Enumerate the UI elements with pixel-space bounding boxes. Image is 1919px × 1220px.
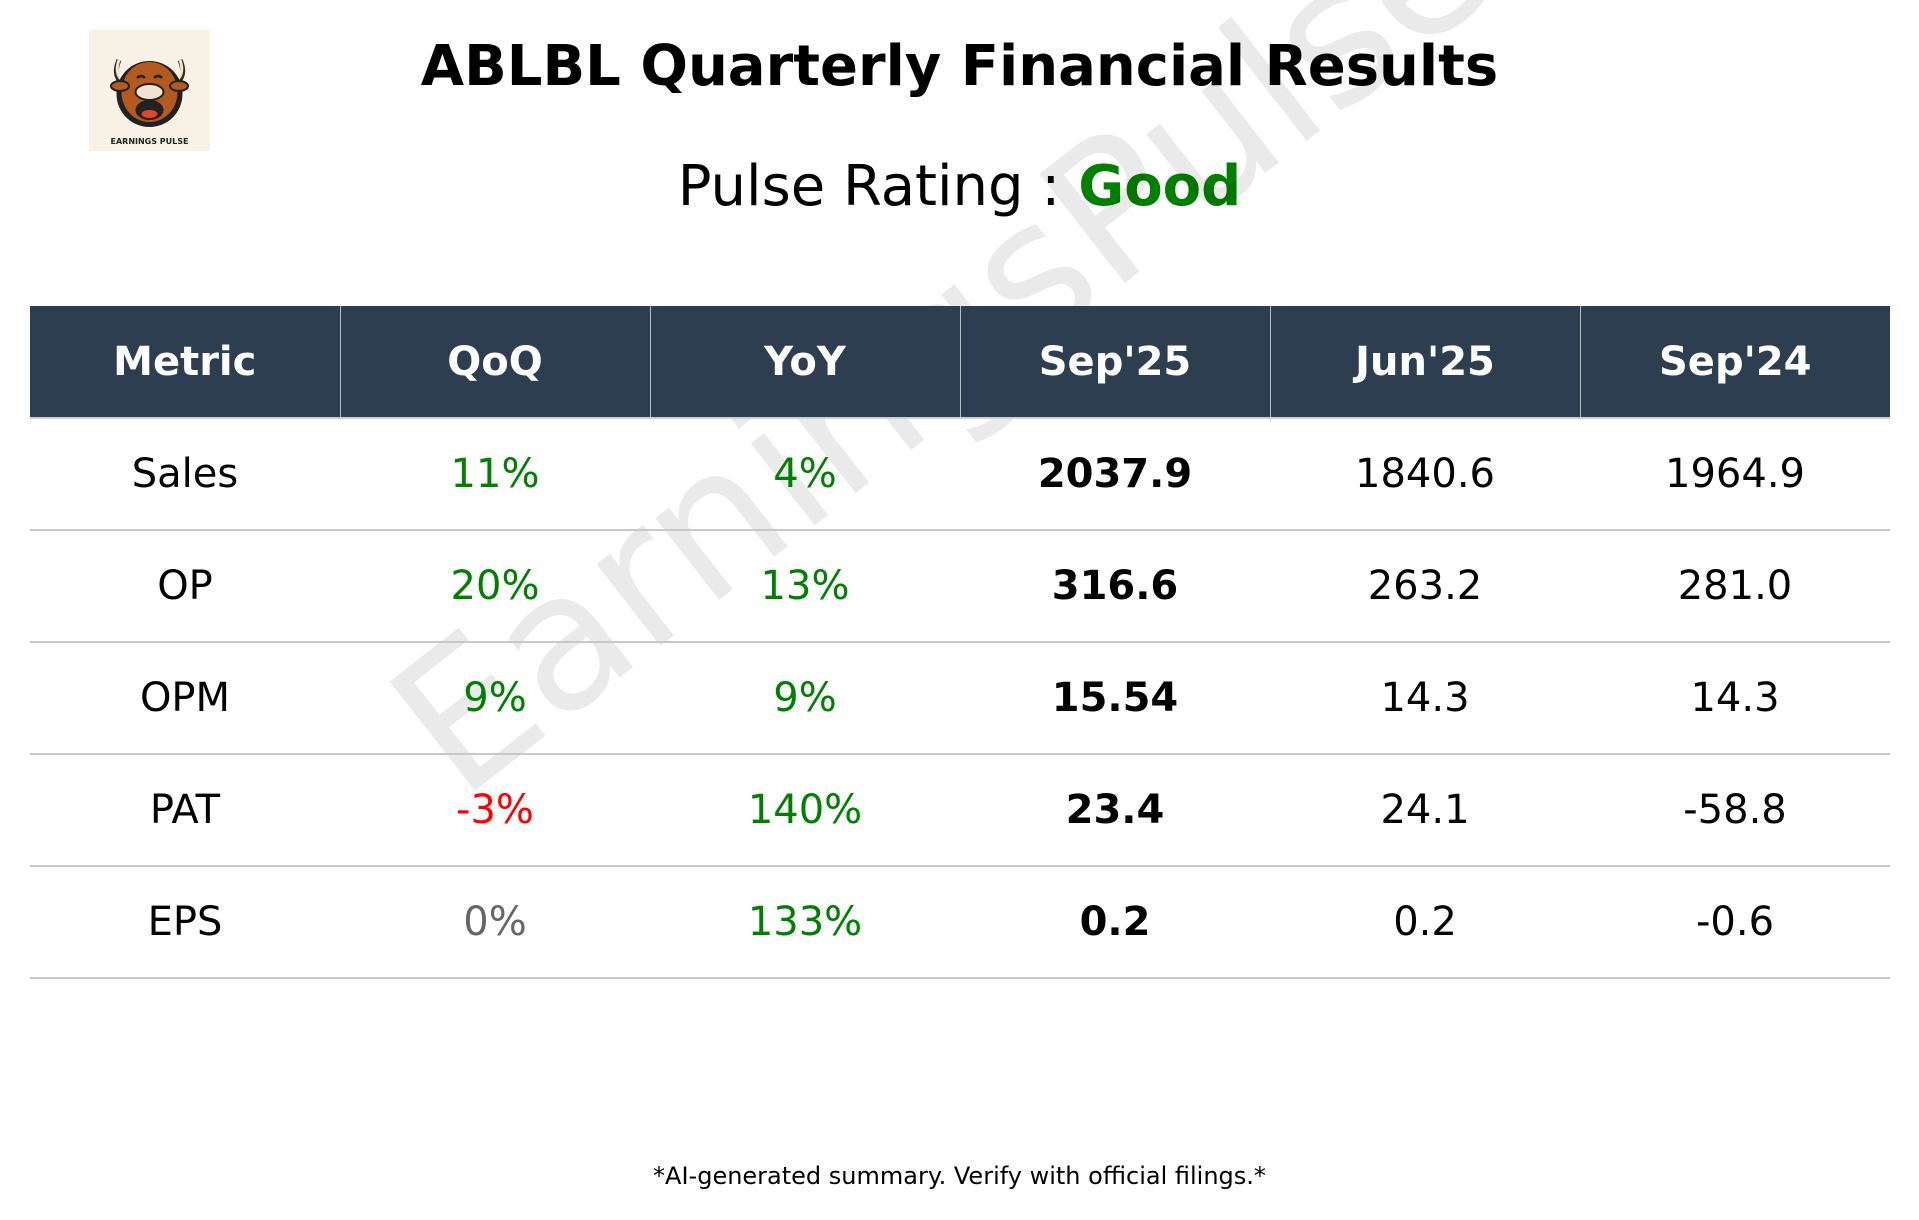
- table-row: OPM 9% 9% 15.54 14.3 14.3: [30, 642, 1890, 755]
- table-row: EPS 0% 133% 0.2 0.2 -0.6: [30, 866, 1890, 979]
- yoy-cell: 4%: [650, 418, 960, 531]
- metric-cell: PAT: [30, 754, 340, 867]
- jun25-cell: 14.3: [1270, 642, 1580, 755]
- sep25-cell: 0.2: [960, 866, 1270, 979]
- bull-mascot-icon: EARNINGS PULSE: [110, 58, 189, 146]
- metric-cell: EPS: [30, 866, 340, 979]
- jun25-cell: 0.2: [1270, 866, 1580, 979]
- table-row: OP 20% 13% 316.6 263.2 281.0: [30, 530, 1890, 643]
- sep24-cell: 14.3: [1580, 642, 1890, 755]
- sep24-cell: 281.0: [1580, 530, 1890, 643]
- rating-value: Good: [1078, 154, 1242, 219]
- yoy-cell: 140%: [650, 754, 960, 867]
- column-header-jun25: Jun'25: [1269, 306, 1580, 419]
- column-header-sep24: Sep'24: [1579, 306, 1890, 419]
- jun25-cell: 24.1: [1270, 754, 1580, 867]
- sep25-cell: 316.6: [960, 530, 1270, 643]
- column-header-sep25: Sep'25: [959, 306, 1270, 419]
- metric-cell: OPM: [30, 642, 340, 755]
- metric-cell: OP: [30, 530, 340, 643]
- rating-label: Pulse Rating :: [677, 154, 1061, 219]
- results-table: Metric QoQ YoY Sep'25 Jun'25 Sep'24 Sale…: [30, 306, 1890, 979]
- pulse-rating: Pulse Rating : Good: [0, 154, 1919, 219]
- qoq-cell: 0%: [340, 866, 650, 979]
- column-header-qoq: QoQ: [339, 306, 650, 419]
- svg-text:EARNINGS PULSE: EARNINGS PULSE: [111, 137, 189, 146]
- yoy-cell: 9%: [650, 642, 960, 755]
- jun25-cell: 263.2: [1270, 530, 1580, 643]
- jun25-cell: 1840.6: [1270, 418, 1580, 531]
- table-row: Sales 11% 4% 2037.9 1840.6 1964.9: [30, 418, 1890, 531]
- qoq-cell: 11%: [340, 418, 650, 531]
- table-header-row: Metric QoQ YoY Sep'25 Jun'25 Sep'24: [30, 306, 1890, 419]
- sep25-cell: 23.4: [960, 754, 1270, 867]
- yoy-cell: 13%: [650, 530, 960, 643]
- sep24-cell: -58.8: [1580, 754, 1890, 867]
- sep25-cell: 2037.9: [960, 418, 1270, 531]
- column-header-metric: Metric: [30, 306, 340, 419]
- sep25-cell: 15.54: [960, 642, 1270, 755]
- earnings-pulse-logo: EARNINGS PULSE: [89, 30, 210, 151]
- column-header-yoy: YoY: [649, 306, 960, 419]
- sep24-cell: -0.6: [1580, 866, 1890, 979]
- qoq-cell: 20%: [340, 530, 650, 643]
- qoq-cell: -3%: [340, 754, 650, 867]
- yoy-cell: 133%: [650, 866, 960, 979]
- table-row: PAT -3% 140% 23.4 24.1 -58.8: [30, 754, 1890, 867]
- disclaimer-footer: *AI-generated summary. Verify with offic…: [653, 1162, 1266, 1190]
- sep24-cell: 1964.9: [1580, 418, 1890, 531]
- page-title: ABLBL Quarterly Financial Results: [420, 34, 1499, 99]
- qoq-cell: 9%: [340, 642, 650, 755]
- metric-cell: Sales: [30, 418, 340, 531]
